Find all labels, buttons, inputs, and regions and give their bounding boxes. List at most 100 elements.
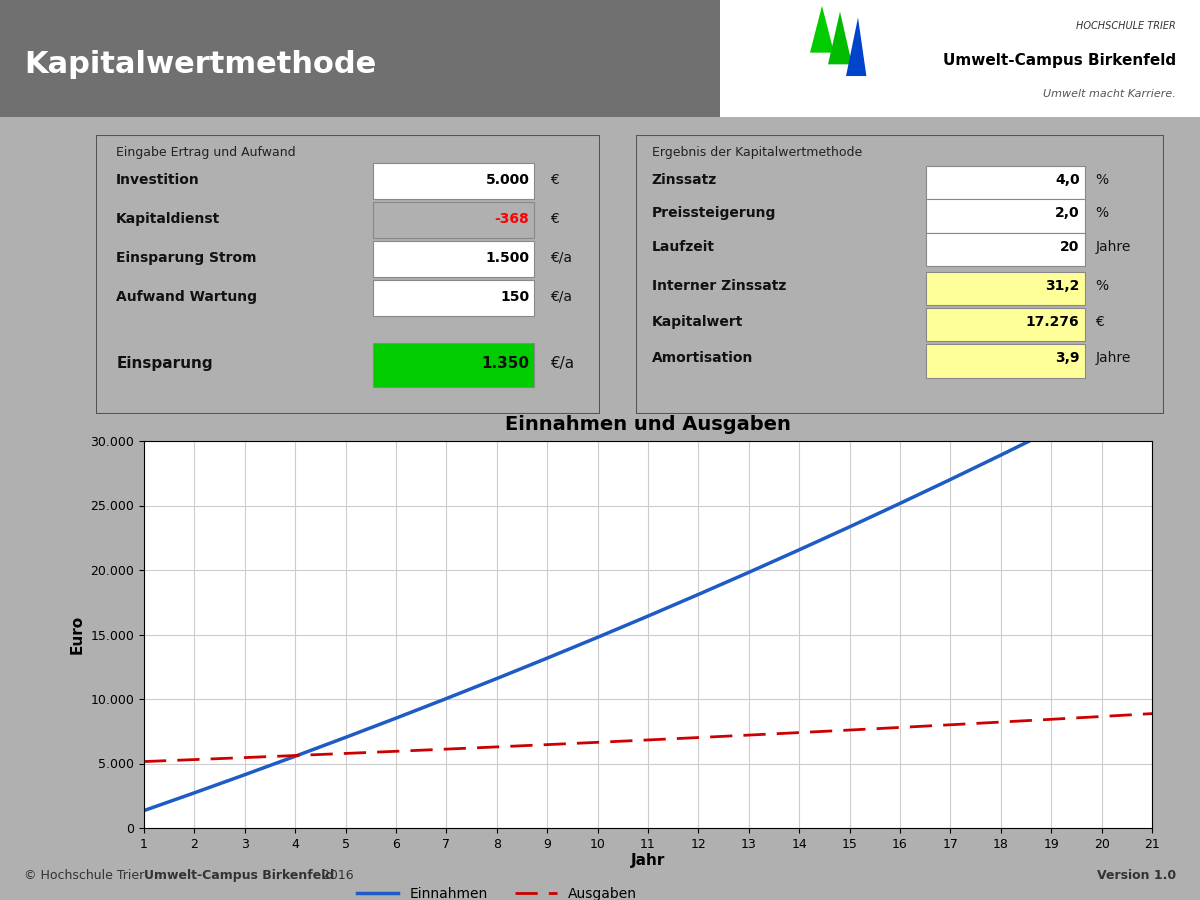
Ausgaben [590,737,605,748]
Einnahmen [288,751,302,761]
Text: 1.500: 1.500 [486,251,529,265]
Text: 20: 20 [1060,239,1080,254]
Text: Preissteigerung: Preissteigerung [652,206,776,220]
Text: 1.350: 1.350 [481,356,529,372]
Text: Investition: Investition [116,173,200,186]
Einnahmen [641,611,655,622]
Ausgaben [1094,711,1109,722]
Text: © Hochschule Trier: © Hochschule Trier [24,868,149,882]
Text: %: % [1096,279,1109,292]
Ausgaben [842,724,857,735]
Text: Kapitaldienst: Kapitaldienst [116,212,221,226]
Text: 4,0: 4,0 [1055,173,1080,186]
Text: Amortisation: Amortisation [652,351,754,365]
Ausgaben [288,750,302,760]
Ausgaben [691,732,706,742]
X-axis label: Jahr: Jahr [631,853,665,868]
Text: 17.276: 17.276 [1026,315,1080,328]
Ausgaben [137,756,151,767]
FancyBboxPatch shape [373,202,534,238]
Ausgaben [389,746,403,757]
Text: Jahre: Jahre [1096,351,1130,365]
Text: €/a: €/a [550,290,571,304]
Einnahmen [490,673,504,684]
Ausgaben [943,719,958,730]
Einnahmen [338,732,353,742]
Einnahmen [439,693,454,704]
Einnahmen [187,788,202,798]
Text: -368: -368 [494,212,529,226]
Text: 2,0: 2,0 [1055,206,1080,220]
FancyBboxPatch shape [926,272,1085,305]
Line: Ausgaben: Ausgaben [144,714,1152,761]
Einnahmen [1094,400,1109,410]
Legend: Einnahmen, Ausgaben: Einnahmen, Ausgaben [350,881,643,900]
FancyBboxPatch shape [373,343,534,388]
Text: 5.000: 5.000 [486,173,529,186]
FancyBboxPatch shape [373,163,534,199]
Text: Jahre: Jahre [1096,239,1130,254]
Polygon shape [846,17,866,76]
Ausgaben [187,754,202,765]
Einnahmen [1044,425,1058,436]
Text: €/a: €/a [550,356,574,372]
FancyBboxPatch shape [926,344,1085,378]
Polygon shape [828,12,852,65]
Text: 3,9: 3,9 [1055,351,1080,365]
Text: Eingabe Ertrag und Aufwand: Eingabe Ertrag und Aufwand [116,146,295,159]
Einnahmen [238,770,252,780]
Text: 31,2: 31,2 [1045,279,1080,292]
Text: Kapitalwertmethode: Kapitalwertmethode [24,50,377,79]
Text: Umwelt-Campus Birkenfeld: Umwelt-Campus Birkenfeld [943,53,1176,68]
Text: €: € [550,212,558,226]
Einnahmen [540,652,554,663]
Text: %: % [1096,173,1109,186]
Title: Einnahmen und Ausgaben: Einnahmen und Ausgaben [505,415,791,434]
Ausgaben [338,748,353,759]
Text: Aufwand Wartung: Aufwand Wartung [116,290,257,304]
Ausgaben [1044,714,1058,724]
Text: Interner Zinssatz: Interner Zinssatz [652,279,786,292]
Line: Einnahmen: Einnahmen [144,379,1152,811]
Einnahmen [389,713,403,724]
Einnahmen [842,521,857,532]
Ausgaben [893,722,907,733]
Einnahmen [590,632,605,643]
FancyBboxPatch shape [636,135,1164,414]
Ausgaben [994,716,1008,727]
FancyBboxPatch shape [0,0,720,117]
Text: Einsparung: Einsparung [116,356,212,372]
Text: Version 1.0: Version 1.0 [1097,868,1176,882]
Text: Kapitalwert: Kapitalwert [652,315,743,328]
Einnahmen [742,567,756,578]
Text: Einsparung Strom: Einsparung Strom [116,251,257,265]
FancyBboxPatch shape [373,241,534,277]
Text: Laufzeit: Laufzeit [652,239,715,254]
FancyBboxPatch shape [926,199,1085,232]
Ausgaben [439,743,454,754]
Text: HOCHSCHULE TRIER: HOCHSCHULE TRIER [1076,21,1176,31]
Text: Umwelt-Campus Birkenfeld: Umwelt-Campus Birkenfeld [144,868,335,882]
Ausgaben [792,727,806,738]
Einnahmen [691,589,706,599]
Text: €/a: €/a [550,251,571,265]
Ausgaben [238,752,252,763]
Einnahmen [1145,374,1159,384]
Text: €: € [1096,315,1104,328]
Text: 2016: 2016 [318,868,354,882]
Polygon shape [810,6,834,52]
Y-axis label: Euro: Euro [70,615,85,654]
Einnahmen [893,498,907,508]
Ausgaben [742,730,756,741]
Einnahmen [137,806,151,816]
Einnahmen [994,450,1008,461]
FancyBboxPatch shape [926,232,1085,266]
Text: %: % [1096,206,1109,220]
Ausgaben [490,742,504,752]
Einnahmen [943,474,958,485]
Ausgaben [1145,708,1159,719]
Ausgaben [540,739,554,750]
Ausgaben [641,734,655,745]
Text: Ergebnis der Kapitalwertmethode: Ergebnis der Kapitalwertmethode [652,146,862,159]
Text: Zinssatz: Zinssatz [652,173,718,186]
